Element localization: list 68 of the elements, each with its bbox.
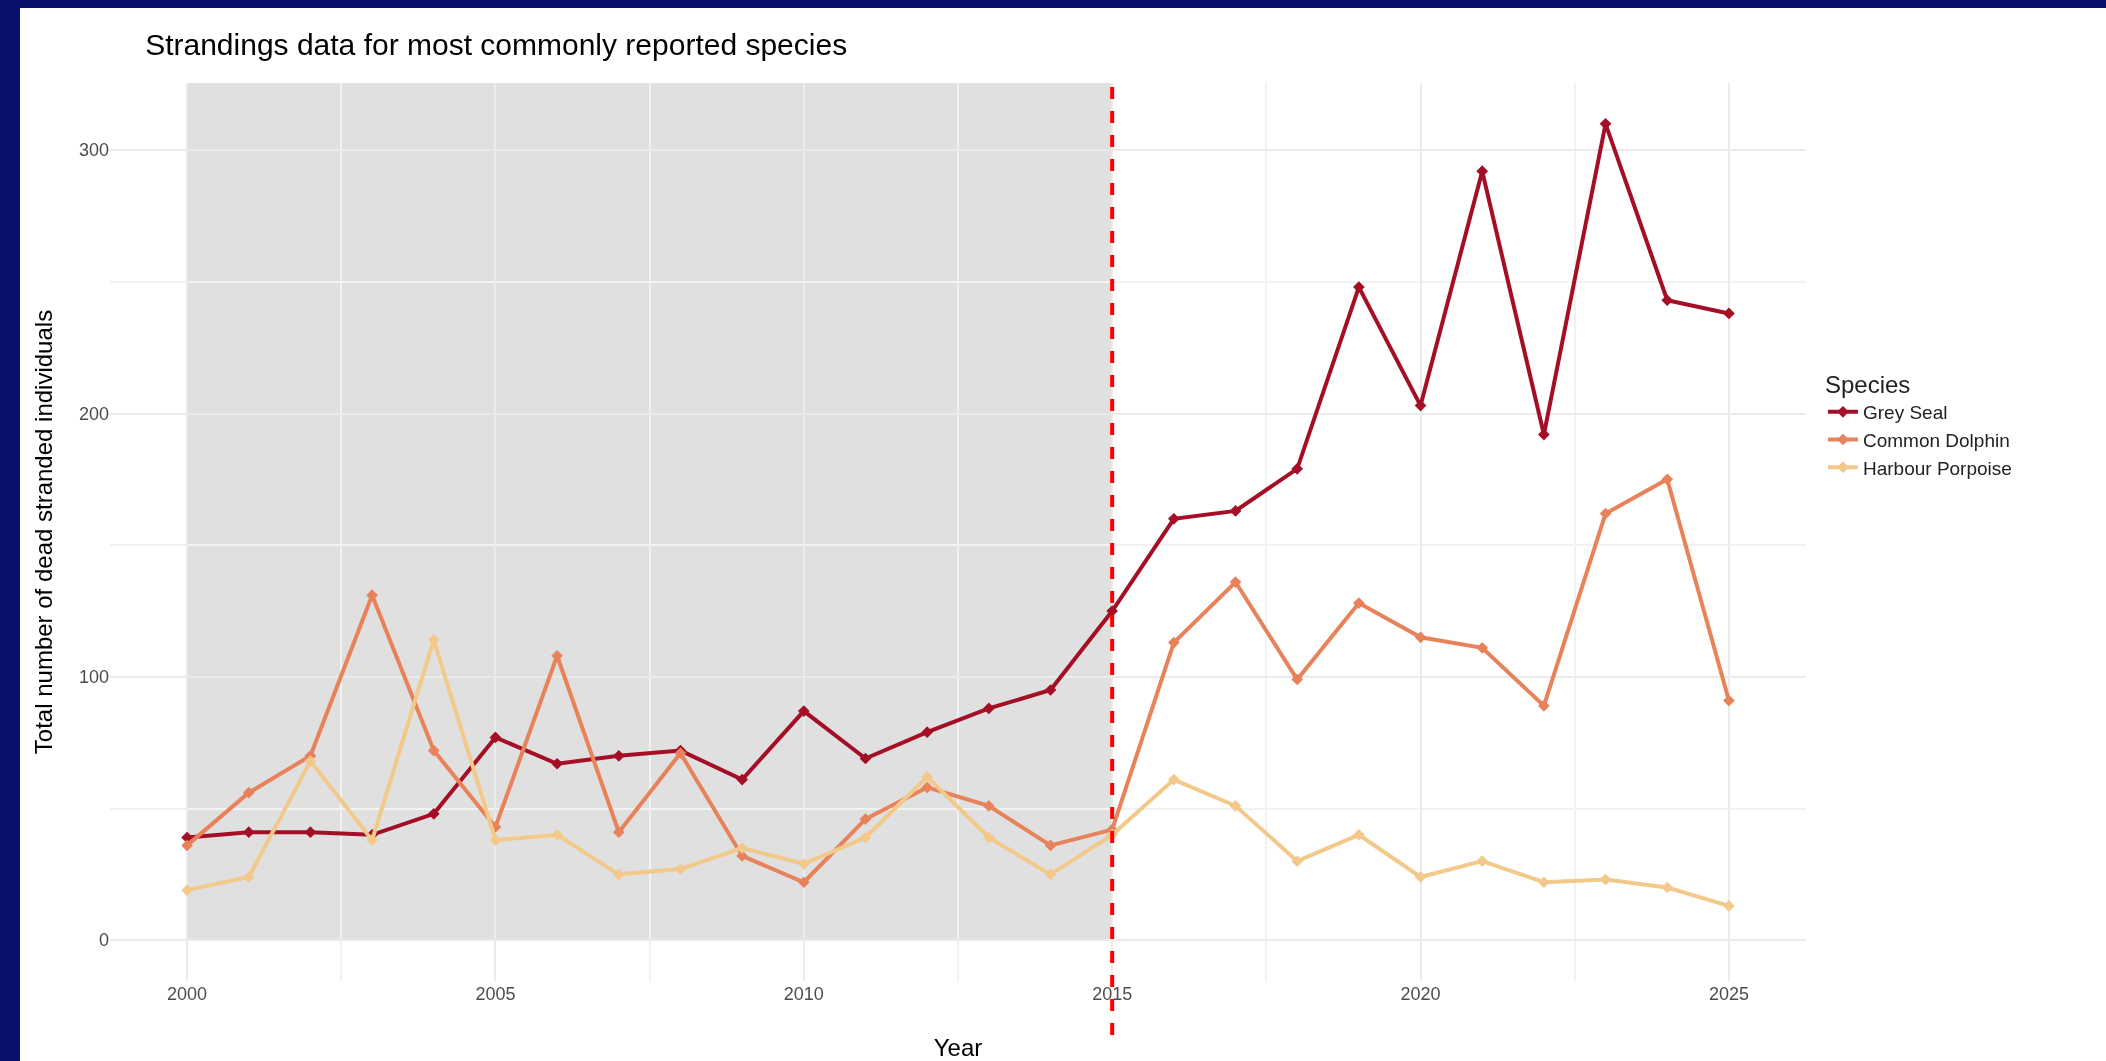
point bbox=[181, 884, 193, 896]
y-tick-label: 100 bbox=[78, 667, 109, 688]
point bbox=[1723, 307, 1735, 320]
point bbox=[1168, 773, 1180, 786]
point bbox=[921, 781, 934, 794]
point bbox=[1476, 855, 1489, 868]
point bbox=[551, 828, 563, 841]
point bbox=[242, 786, 255, 799]
point bbox=[1291, 673, 1304, 686]
point bbox=[859, 831, 872, 844]
y-tick-label: 300 bbox=[78, 140, 109, 161]
point bbox=[1291, 462, 1304, 475]
point bbox=[982, 800, 995, 812]
y-tick-label: 0 bbox=[98, 930, 109, 951]
point bbox=[1661, 473, 1674, 486]
legend-title: Species bbox=[1824, 370, 1911, 398]
point bbox=[921, 771, 934, 783]
x-tick-label: 2020 bbox=[1400, 984, 1441, 1004]
point bbox=[1168, 636, 1180, 649]
point bbox=[304, 755, 317, 767]
point bbox=[736, 773, 748, 786]
point bbox=[489, 731, 502, 744]
point bbox=[427, 807, 440, 820]
x-tick-label: 2000 bbox=[167, 984, 208, 1004]
point bbox=[1168, 512, 1180, 525]
x-axis-title: Year bbox=[933, 1034, 983, 1061]
point bbox=[1229, 576, 1242, 588]
point bbox=[1229, 505, 1242, 517]
point bbox=[859, 752, 872, 765]
point bbox=[1476, 642, 1489, 654]
point bbox=[366, 834, 378, 846]
point bbox=[1353, 828, 1365, 841]
point bbox=[1044, 684, 1057, 696]
point bbox=[1291, 855, 1304, 868]
point bbox=[551, 757, 563, 770]
point bbox=[921, 726, 934, 738]
point bbox=[797, 876, 810, 889]
y-tick-label: 200 bbox=[78, 403, 109, 424]
x-tick-label: 2005 bbox=[475, 984, 516, 1004]
point bbox=[797, 705, 810, 717]
point bbox=[427, 744, 440, 757]
point bbox=[982, 702, 995, 715]
point bbox=[1353, 281, 1365, 293]
chart-title: Strandings data for most commonly reported species bbox=[145, 28, 848, 62]
x-tick-label: 2010 bbox=[783, 984, 824, 1004]
point bbox=[1353, 597, 1365, 609]
point bbox=[1661, 294, 1674, 307]
point bbox=[1538, 699, 1550, 712]
point bbox=[859, 813, 872, 825]
point bbox=[1229, 800, 1242, 812]
point bbox=[797, 857, 810, 870]
point bbox=[982, 831, 995, 844]
point bbox=[1723, 900, 1735, 912]
point bbox=[1599, 507, 1612, 520]
point bbox=[1044, 839, 1057, 852]
point bbox=[1044, 868, 1057, 881]
point bbox=[181, 839, 193, 852]
y-axis-title: Total number of dead stranded individuals bbox=[30, 309, 57, 755]
point bbox=[612, 826, 625, 839]
x-tick-label: 2025 bbox=[1708, 984, 1749, 1004]
legend-label: Grey Seal bbox=[1862, 402, 1948, 424]
point bbox=[1414, 871, 1427, 883]
legend-label: Common Dolphin bbox=[1862, 429, 2010, 451]
x-tick-label: 2015 bbox=[1092, 984, 1133, 1004]
point bbox=[736, 842, 748, 854]
point bbox=[1414, 631, 1427, 644]
point bbox=[1723, 694, 1735, 707]
legend-label: Harbour Porpoise bbox=[1862, 457, 2012, 479]
